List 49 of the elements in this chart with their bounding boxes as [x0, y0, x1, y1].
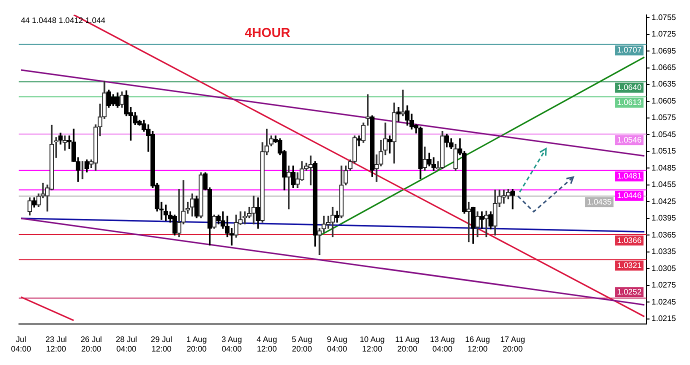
- x-tick-label: 4 Aug 12:00: [256, 334, 278, 354]
- y-tick-label: 1.0455: [652, 180, 677, 190]
- ref-line-label: 1.0613: [617, 98, 642, 107]
- x-tick-label: 13 Aug 04:00: [430, 334, 455, 354]
- ref-line-label: 1.0640: [617, 82, 642, 92]
- y-tick-label: 1.0215: [652, 314, 677, 323]
- ref-line-label: 1.0446: [617, 191, 642, 200]
- x-tick-label: 1 Aug 20:00: [186, 334, 208, 354]
- ref-line-label: 1.0321: [617, 260, 642, 270]
- y-tick-label: 1.0395: [652, 214, 677, 223]
- y-tick-label: 1.0245: [652, 297, 677, 306]
- y-tick-label: 1.0335: [652, 247, 677, 256]
- x-tick-label: 17 Aug 20:00: [500, 334, 526, 354]
- candlestick: [356, 136, 362, 146]
- ref-line-label: 1.0546: [617, 135, 642, 144]
- candlestick: [480, 211, 484, 229]
- text: 4HOUR: [244, 24, 291, 40]
- x-tick-label: 10 Aug 12:00: [360, 334, 385, 354]
- x-tick-label: Jul 04:00: [10, 334, 32, 354]
- x-tick-label: 3 Aug 04:00: [221, 334, 242, 354]
- x-tick-label: 11 Aug 20:00: [395, 334, 420, 354]
- ref-line-label: 1.0481: [617, 172, 642, 181]
- candlestick: [396, 107, 401, 122]
- y-tick-label: 1.0275: [652, 280, 677, 290]
- x-tick-label: 28 Jul 04:00: [116, 334, 138, 354]
- ref-line-label: 1.0707: [617, 46, 642, 55]
- x-tick-label: 26 Jul 20:00: [80, 334, 102, 354]
- y-tick-label: 1.0365: [652, 230, 677, 240]
- x-tick-label: 9 Aug 04:00: [326, 334, 348, 354]
- y-tick-label: 1.0575: [652, 113, 677, 122]
- x-tick-label: 29 Jul 12:00: [150, 334, 172, 354]
- x-tick-label: 16 Aug 12:00: [465, 334, 490, 354]
- y-tick-label: 1.0635: [652, 80, 677, 89]
- y-tick-label: 1.0755: [652, 12, 677, 22]
- ref-line-label: 1.0252: [617, 287, 642, 296]
- ref-line-label: 1.0435: [587, 197, 612, 206]
- y-tick-label: 1.0305: [652, 264, 677, 273]
- y-tick-label: 1.0605: [652, 96, 677, 106]
- y-tick-label: 1.0485: [652, 163, 677, 172]
- x-tick-label: 23 Jul 12:00: [45, 334, 68, 354]
- y-tick-label: 1.0665: [652, 62, 677, 72]
- annotation: 44 1.0448 1.0412 1.044: [20, 16, 106, 26]
- x-tick-label: 5 Aug 20:00: [292, 334, 312, 354]
- y-tick-label: 1.0515: [652, 146, 677, 156]
- y-tick-label: 1.0545: [652, 130, 677, 139]
- y-tick-label: 1.0425: [652, 196, 677, 206]
- y-tick-label: 1.0695: [652, 46, 677, 56]
- y-tick-label: 1.0725: [652, 30, 677, 39]
- ref-line-label: 1.0366: [617, 236, 642, 245]
